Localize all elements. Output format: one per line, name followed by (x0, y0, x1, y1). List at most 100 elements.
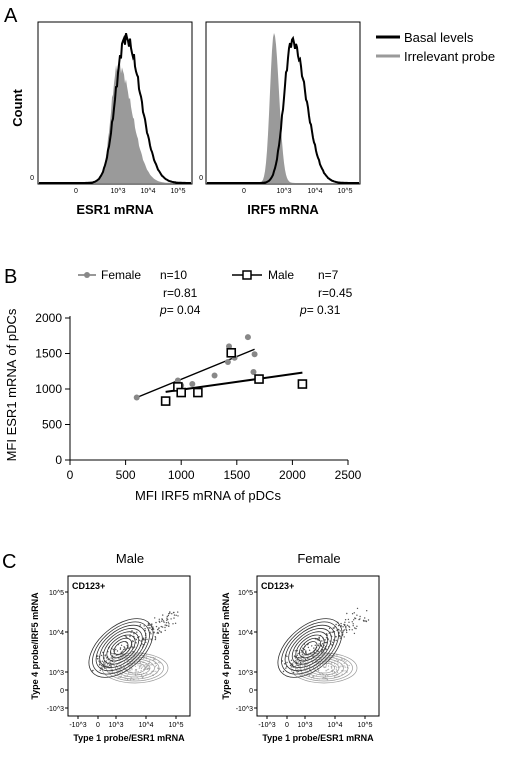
event-dot (159, 621, 161, 623)
contour-ring-dark (88, 618, 154, 678)
event-dot (317, 670, 319, 673)
scatter-ytick-label: 1000 (35, 382, 62, 396)
contour-ytick-label: -10^3 (47, 706, 64, 713)
contour-xtick-label: 10^4 (139, 722, 154, 729)
hist1-y-zero: 0 (30, 175, 34, 182)
hist1-xtick-3: 10^5 (171, 188, 186, 195)
contour-frame (67, 575, 191, 717)
event-dot (301, 653, 304, 655)
event-dot (146, 667, 148, 670)
event-dot (317, 644, 319, 646)
event-dot (340, 665, 342, 667)
female-p: p= 0.04 (159, 303, 201, 317)
scatter-xtick-label: 0 (67, 468, 74, 482)
event-dot (345, 670, 347, 672)
event-dot (133, 633, 135, 635)
male-point (193, 387, 203, 398)
event-dot (348, 625, 350, 627)
event-dot (352, 625, 354, 627)
contour-ytick-label: 0 (60, 688, 64, 695)
gate-label: CD123+ (261, 581, 294, 591)
event-dot (122, 656, 124, 658)
event-dot (135, 670, 137, 672)
hist2-xtick-3: 10^5 (338, 188, 353, 195)
hist2-frame (205, 21, 361, 185)
event-dot (367, 619, 370, 621)
event-dot (325, 669, 327, 671)
event-dot (328, 668, 330, 670)
event-dot (323, 666, 326, 669)
event-dot (149, 631, 151, 633)
event-dot (333, 639, 335, 641)
event-dot (167, 614, 170, 617)
event-dot (125, 636, 127, 638)
event-dot (344, 621, 346, 623)
event-dot (137, 670, 139, 673)
event-dot (138, 667, 140, 669)
event-dot (343, 629, 345, 631)
event-dot (137, 664, 139, 666)
event-dot (168, 623, 170, 625)
contour-ylabel: Type 4 probe/IRF5 mRNA (221, 592, 231, 700)
event-dot (337, 671, 339, 674)
event-dot (120, 644, 123, 646)
event-dot (325, 633, 328, 635)
event-dot (359, 615, 361, 618)
event-dot (343, 665, 345, 667)
event-dot (154, 637, 157, 639)
event-dot (289, 664, 292, 667)
event-dot (339, 637, 342, 639)
female-point (133, 394, 140, 401)
event-dot (347, 618, 350, 621)
contour-ytick-label: 10^5 (49, 590, 64, 597)
event-dot (281, 660, 283, 662)
female-point (224, 359, 231, 366)
contour-ring-dark (277, 618, 343, 678)
event-dot (338, 660, 340, 662)
event-dot (147, 624, 149, 627)
event-dot (366, 610, 368, 612)
event-dot (143, 625, 145, 627)
event-dot (317, 639, 319, 641)
contour-ring-dark (102, 631, 140, 665)
event-dot (320, 651, 323, 653)
event-dot (312, 676, 314, 678)
hist2-xtick-2: 10^4 (308, 188, 323, 195)
event-dot (125, 669, 127, 671)
event-dot (308, 674, 311, 676)
scatter-ytick-label: 1500 (35, 347, 62, 361)
event-dot (297, 652, 299, 655)
event-dot (365, 620, 368, 623)
event-dot (318, 643, 320, 645)
event-dot (128, 672, 130, 675)
male-point (226, 347, 237, 358)
event-dot (346, 631, 348, 634)
event-dot (340, 625, 343, 627)
contour-ring-dark (113, 641, 129, 655)
event-dot (331, 667, 333, 669)
event-dot (336, 666, 338, 668)
event-dot (324, 677, 326, 679)
event-dot (171, 613, 173, 615)
event-dot (345, 625, 347, 628)
event-dot (158, 627, 160, 629)
event-dot (292, 671, 295, 674)
event-dot (314, 644, 316, 646)
event-dot (151, 670, 153, 673)
event-dot (166, 619, 168, 621)
event-dot (113, 665, 115, 667)
hist1-xtick-0: 0 (74, 188, 78, 195)
event-dot (323, 651, 325, 653)
contour-ytick-label: 10^5 (238, 590, 253, 597)
hist-ylabel: Count (10, 89, 25, 127)
event-dot (132, 640, 134, 642)
event-dot (173, 611, 175, 614)
event-dot (336, 658, 338, 661)
histogram-esr1: 0 0 10^3 10^4 10^5 ESR1 mRNA (30, 21, 193, 217)
event-dot (155, 663, 157, 665)
event-dot (137, 673, 139, 675)
event-dot (325, 648, 327, 651)
event-dot (158, 630, 161, 632)
event-dot (329, 653, 331, 655)
event-dot (111, 668, 114, 671)
